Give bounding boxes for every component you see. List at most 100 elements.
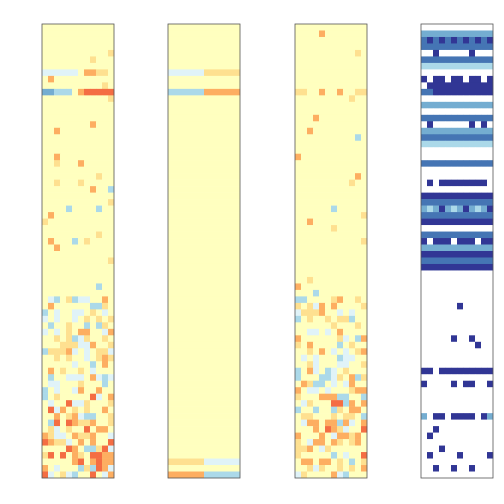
heatmap-cell: [102, 88, 109, 96]
heatmap-cell: [54, 121, 61, 129]
heatmap-cell: [355, 62, 362, 70]
heatmap-cell: [463, 212, 470, 219]
heatmap-cell: [355, 134, 362, 141]
heatmap-cell: [463, 302, 470, 310]
heatmap-cell: [54, 419, 61, 427]
heatmap-cell: [331, 36, 338, 44]
heatmap-cell: [66, 263, 73, 271]
heatmap-cell: [331, 218, 338, 226]
heatmap-cell: [325, 69, 332, 77]
heatmap-cell: [319, 341, 326, 349]
heatmap-cell: [307, 452, 314, 459]
heatmap-cell: [60, 205, 67, 213]
heatmap-cell: [84, 413, 91, 420]
heatmap-cell: [331, 315, 338, 323]
heatmap-cell: [319, 49, 326, 57]
heatmap-cell: [451, 393, 458, 401]
heatmap-cell: [451, 88, 458, 96]
heatmap-cell: [42, 413, 49, 420]
heatmap-cell: [355, 147, 362, 154]
heatmap-cell: [469, 367, 476, 375]
heatmap-cell: [313, 380, 320, 388]
heatmap-cell: [72, 49, 79, 57]
heatmap-cell: [54, 153, 61, 161]
heatmap-cell: [108, 251, 115, 258]
heatmap-cell: [108, 108, 115, 116]
heatmap-cell: [421, 231, 428, 239]
heatmap-cell: [469, 24, 476, 31]
heatmap-cell: [108, 101, 115, 109]
heatmap-cell: [90, 140, 97, 148]
heatmap-cell: [307, 289, 314, 297]
heatmap-cell: [102, 121, 109, 129]
heatmap-cell: [168, 393, 205, 401]
heatmap-cell: [457, 276, 464, 284]
heatmap-cell: [66, 251, 73, 258]
heatmap-cell: [331, 439, 338, 446]
heatmap-cell: [445, 30, 452, 38]
heatmap-cell: [319, 114, 326, 122]
heatmap-cell: [451, 49, 458, 57]
heatmap-cell: [295, 114, 302, 122]
heatmap-cell: [307, 192, 314, 200]
heatmap-cell: [451, 439, 458, 446]
heatmap-cell: [445, 140, 452, 148]
heatmap-cell: [331, 95, 338, 103]
heatmap-cell: [78, 367, 85, 375]
heatmap-cell: [301, 192, 308, 200]
heatmap-cell: [66, 108, 73, 116]
heatmap-cell: [307, 95, 314, 103]
heatmap-cell: [84, 179, 91, 187]
heatmap-cell: [355, 413, 362, 420]
heatmap-cell: [66, 231, 73, 239]
heatmap-cell: [475, 56, 482, 64]
heatmap-cell: [475, 82, 482, 90]
heatmap-cell: [96, 296, 103, 304]
heatmap-cell: [325, 147, 332, 154]
heatmap-cell: [42, 419, 49, 427]
heatmap-cell: [60, 166, 67, 174]
heatmap-cell: [102, 24, 109, 31]
heatmap-cell: [469, 95, 476, 103]
heatmap-cell: [475, 328, 482, 336]
heatmap-cell: [433, 36, 440, 44]
heatmap-cell: [361, 43, 368, 51]
heatmap-cell: [301, 69, 308, 77]
heatmap-cell: [72, 257, 79, 265]
heatmap-cell: [78, 426, 85, 433]
heatmap-cell: [48, 432, 55, 440]
heatmap-cell: [102, 179, 109, 187]
heatmap-cell: [361, 160, 368, 167]
heatmap-cell: [343, 62, 350, 70]
heatmap-cell: [355, 179, 362, 187]
heatmap-cell: [475, 276, 482, 284]
heatmap-cell: [325, 283, 332, 291]
heatmap-cell: [66, 276, 73, 284]
heatmap-cell: [487, 296, 494, 304]
heatmap-cell: [48, 374, 55, 381]
heatmap-cell: [307, 36, 314, 44]
heatmap-cell: [42, 452, 49, 459]
heatmap-cell: [331, 56, 338, 64]
heatmap-cell: [475, 36, 482, 44]
heatmap-cell: [475, 465, 482, 472]
heatmap-cell: [42, 134, 49, 141]
heatmap-cell: [361, 439, 368, 446]
heatmap-cell: [168, 289, 205, 297]
heatmap-cell: [421, 101, 428, 109]
heatmap-cell: [355, 283, 362, 291]
heatmap-cell: [427, 341, 434, 349]
heatmap-cell: [457, 341, 464, 349]
heatmap-cell: [361, 328, 368, 336]
heatmap-cell: [451, 289, 458, 297]
heatmap-cell: [301, 166, 308, 174]
heatmap-cell: [204, 341, 241, 349]
heatmap-cell: [469, 309, 476, 317]
heatmap-cell: [433, 205, 440, 213]
heatmap-cell: [295, 160, 302, 167]
heatmap-cell: [427, 192, 434, 200]
heatmap-cell: [42, 147, 49, 154]
heatmap-cell: [427, 56, 434, 64]
heatmap-cell: [319, 426, 326, 433]
heatmap-cell: [313, 24, 320, 31]
